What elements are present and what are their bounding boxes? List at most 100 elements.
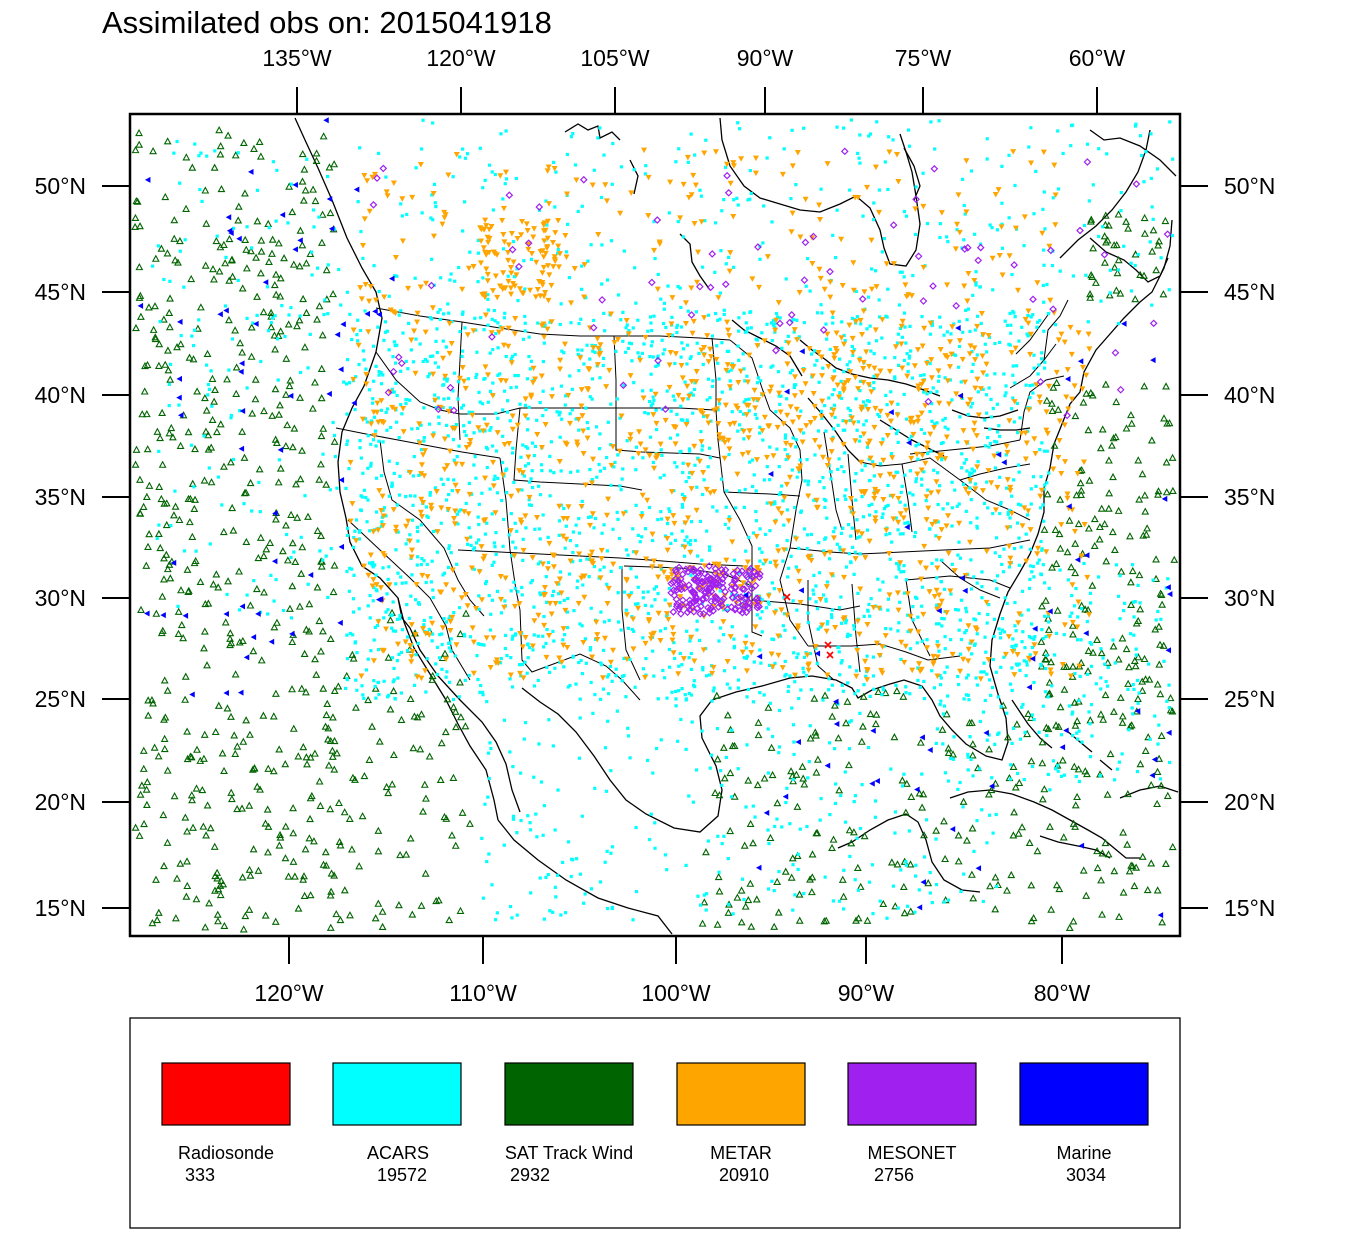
acars-marker (796, 867, 800, 872)
acars-marker (399, 650, 404, 655)
sat-track-wind-marker (163, 838, 172, 846)
sat-track-wind-marker (212, 236, 221, 245)
acars-marker (754, 519, 759, 523)
acars-marker (928, 870, 932, 875)
sat-track-wind-marker (787, 873, 796, 881)
acars-marker (574, 682, 578, 686)
acars-marker (884, 533, 888, 537)
sat-track-wind-marker (163, 766, 172, 774)
sat-track-wind-marker (187, 791, 196, 799)
metar-marker (792, 374, 799, 380)
sat-track-wind-marker (206, 824, 215, 832)
acars-marker (458, 155, 462, 159)
acars-marker (760, 610, 764, 614)
metar-marker (704, 333, 711, 339)
sat-track-wind-marker (312, 149, 321, 157)
acars-marker (157, 523, 161, 527)
acars-marker (950, 524, 954, 528)
acars-marker (928, 332, 933, 336)
acars-marker (1017, 662, 1021, 666)
sat-track-wind-marker (890, 733, 899, 741)
acars-marker (819, 303, 823, 307)
sat-track-wind-marker (229, 526, 238, 534)
sat-track-wind-marker (984, 790, 993, 798)
acars-marker (1019, 503, 1023, 507)
metar-marker (517, 517, 524, 524)
acars-marker (865, 327, 869, 331)
acars-marker (736, 429, 740, 433)
acars-marker (802, 655, 807, 660)
metar-marker (461, 378, 468, 385)
acars-marker (758, 547, 762, 551)
acars-marker (761, 241, 765, 245)
acars-marker (502, 718, 507, 722)
acars-marker (387, 494, 391, 498)
metar-marker (428, 502, 435, 509)
sat-track-wind-marker (713, 920, 722, 928)
acars-marker (964, 458, 968, 462)
metar-marker (499, 472, 506, 479)
acars-marker (673, 538, 678, 542)
acars-marker (429, 354, 433, 359)
metar-marker (854, 529, 861, 535)
acars-marker (509, 511, 513, 516)
acars-marker (836, 467, 840, 471)
acars-marker (678, 286, 682, 290)
metar-marker (915, 629, 922, 635)
metar-marker (1059, 661, 1066, 668)
sat-track-wind-marker (204, 431, 213, 439)
sat-track-wind-marker (269, 712, 278, 720)
metar-marker (983, 599, 990, 606)
acars-marker (960, 466, 964, 470)
acars-marker (802, 126, 806, 130)
acars-marker (488, 628, 493, 632)
sat-track-wind-marker (315, 302, 324, 310)
acars-marker (570, 387, 574, 391)
acars-marker (1088, 601, 1093, 605)
acars-marker (1089, 642, 1094, 646)
metar-marker (772, 327, 779, 334)
acars-marker (602, 565, 606, 569)
acars-marker (1101, 225, 1105, 229)
acars-marker (805, 546, 809, 551)
acars-marker (547, 670, 552, 674)
acars-marker (600, 531, 604, 535)
acars-marker (903, 325, 907, 329)
sat-track-wind-marker (256, 533, 265, 541)
acars-marker (998, 340, 1002, 345)
sat-track-wind-marker (269, 767, 278, 775)
metar-marker (557, 366, 564, 372)
acars-marker (376, 151, 381, 156)
sat-track-wind-marker (345, 814, 354, 822)
sat-track-wind-marker (828, 712, 837, 720)
acars-marker (1091, 183, 1095, 187)
metar-marker (430, 233, 437, 240)
metar-marker (1038, 487, 1045, 494)
metar-marker (413, 581, 420, 588)
acars-marker (760, 550, 764, 554)
acars-marker (277, 458, 282, 462)
acars-marker (896, 906, 900, 910)
metar-marker (416, 440, 423, 447)
sat-track-wind-marker (1068, 621, 1077, 629)
acars-marker (557, 592, 561, 596)
metar-marker (745, 450, 752, 456)
acars-marker (985, 621, 989, 625)
metar-marker (1085, 331, 1092, 338)
sat-track-wind-marker (193, 324, 202, 332)
metar-marker (375, 419, 382, 426)
sat-track-wind-marker (1126, 410, 1135, 419)
sat-track-wind-marker (232, 389, 241, 397)
acars-marker (492, 308, 496, 313)
sat-track-wind-marker (261, 911, 270, 919)
acars-marker (236, 151, 240, 155)
acars-marker (1008, 343, 1012, 347)
metar-marker (685, 462, 692, 469)
acars-marker (392, 678, 396, 682)
acars-marker (493, 474, 497, 478)
sat-track-wind-marker (136, 312, 145, 320)
metar-marker (642, 334, 649, 341)
acars-marker (847, 552, 851, 556)
metar-marker (862, 555, 869, 561)
metar-marker (664, 536, 671, 542)
